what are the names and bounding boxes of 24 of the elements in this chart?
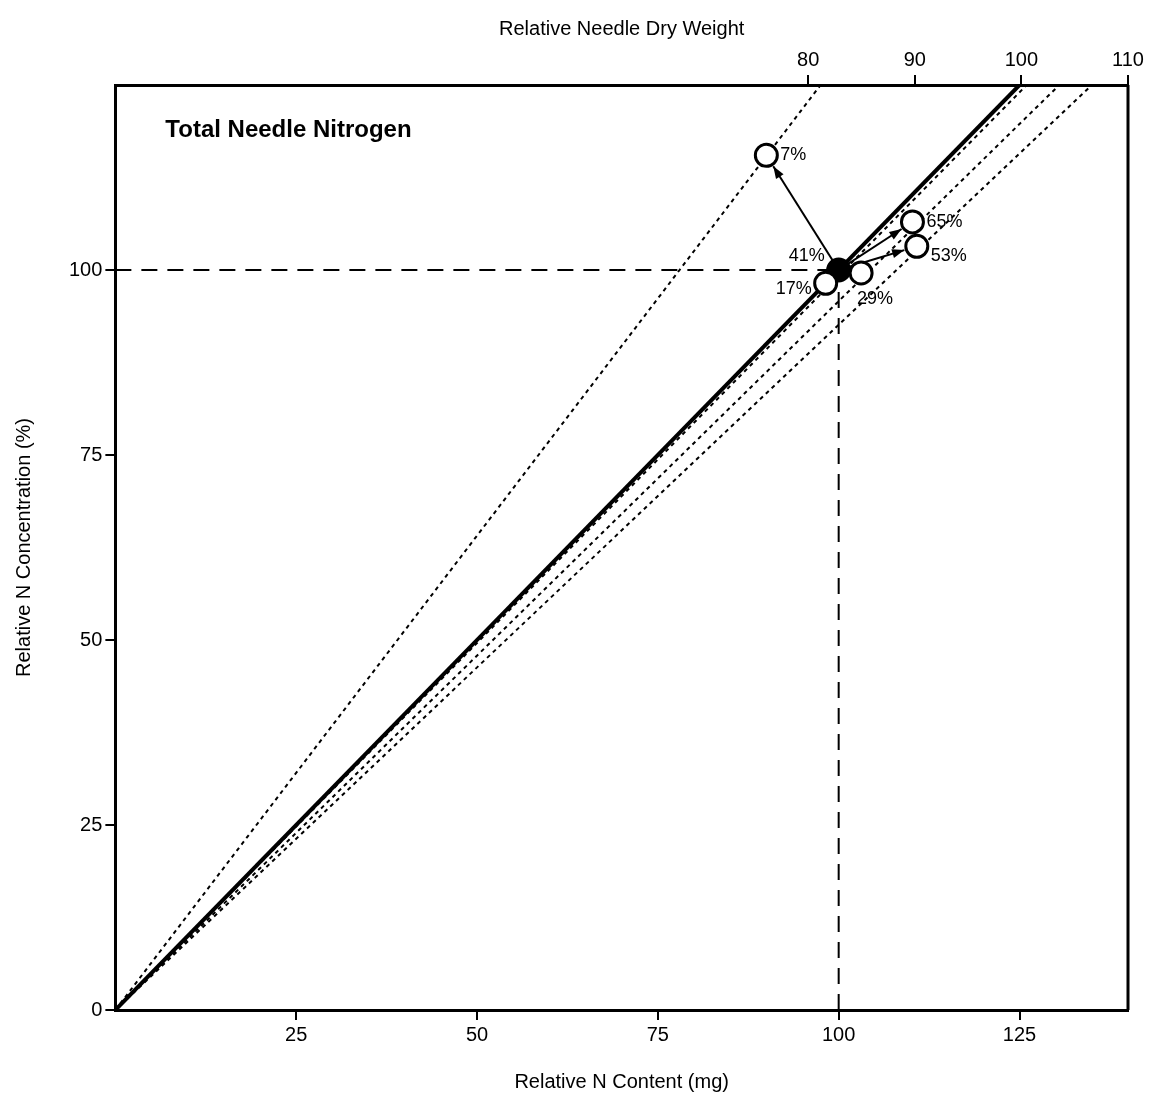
text: Total Needle Nitrogen: [165, 114, 412, 142]
annotation: 65%: [926, 210, 963, 231]
x-tick-label: 75: [646, 1022, 669, 1045]
y-tick-label: 50: [80, 627, 103, 650]
annotation: 41%: [788, 244, 825, 265]
annotation: 53%: [930, 245, 967, 266]
x2-tick-label: 90: [903, 47, 926, 70]
x2-tick-label: 80: [797, 47, 820, 70]
x-tick-label: 125: [1002, 1022, 1037, 1045]
annotation: 7%: [780, 144, 807, 165]
annotation: 29%: [857, 287, 894, 308]
x-tick-label: 25: [285, 1022, 308, 1045]
y-tick-label: 25: [80, 812, 103, 835]
x-tick-label: 100: [821, 1022, 856, 1045]
y-tick-label: 100: [68, 257, 103, 280]
x2-tick-label: 110: [1112, 47, 1144, 70]
annotation: 17%: [775, 278, 812, 299]
x-tick-label: 50: [465, 1022, 489, 1045]
y-tick-label: 75: [80, 442, 103, 465]
x2-axis-title: Relative Needle Dry Weight: [499, 16, 745, 39]
y-axis-title: Relative N Concentration (%): [11, 418, 34, 677]
x2-tick-label: 100: [1004, 47, 1039, 70]
x-axis-title: Relative N Content (mg): [514, 1069, 729, 1092]
y-tick-label: 0: [91, 997, 103, 1020]
